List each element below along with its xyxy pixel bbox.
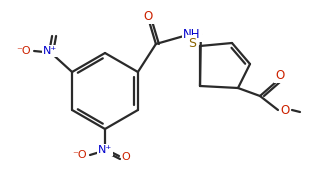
Text: N⁺: N⁺ <box>98 145 112 155</box>
Text: ⁻O: ⁻O <box>16 46 30 56</box>
Text: O: O <box>143 9 153 23</box>
Text: ⁻O: ⁻O <box>73 150 87 160</box>
Text: S: S <box>188 36 196 50</box>
Text: O: O <box>275 68 285 82</box>
Text: O: O <box>122 152 130 162</box>
Text: O: O <box>280 103 289 116</box>
Text: NH: NH <box>183 27 201 41</box>
Text: N⁺: N⁺ <box>43 46 57 56</box>
